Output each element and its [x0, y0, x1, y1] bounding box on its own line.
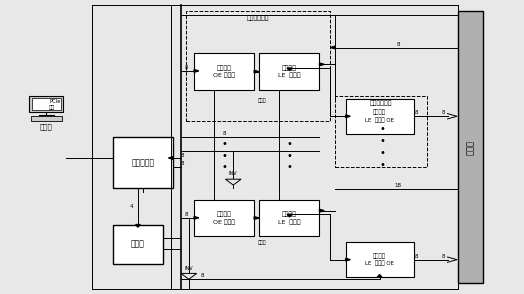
Text: 控制線: 控制線	[258, 240, 266, 245]
Text: 上位机: 上位机	[40, 123, 53, 130]
Text: PCIe
接口: PCIe 接口	[49, 99, 61, 110]
Bar	[32, 98, 61, 110]
Bar	[346, 242, 413, 277]
Text: 第一总线
OE 收发器: 第一总线 OE 收发器	[213, 65, 235, 78]
Polygon shape	[194, 216, 199, 219]
Text: 8: 8	[415, 110, 419, 115]
Text: 18: 18	[395, 183, 401, 188]
Polygon shape	[287, 68, 292, 71]
Bar	[186, 11, 330, 121]
Polygon shape	[377, 275, 382, 277]
Bar	[335, 96, 427, 168]
Polygon shape	[320, 63, 324, 66]
Text: •: •	[379, 160, 385, 170]
Text: •: •	[287, 163, 292, 173]
Text: •: •	[287, 151, 292, 161]
Text: 8: 8	[442, 254, 445, 259]
Polygon shape	[346, 115, 351, 118]
Polygon shape	[168, 157, 173, 159]
Text: 第八总线
OE 收发器: 第八总线 OE 收发器	[213, 211, 235, 225]
Text: 8: 8	[181, 153, 184, 158]
Bar	[259, 54, 320, 90]
Text: 8: 8	[184, 65, 188, 70]
Bar	[29, 96, 63, 112]
Text: 8: 8	[181, 161, 184, 166]
Text: •: •	[379, 124, 385, 134]
Bar	[113, 225, 163, 264]
Polygon shape	[254, 70, 259, 73]
Polygon shape	[136, 225, 140, 227]
Bar	[346, 99, 413, 134]
Polygon shape	[194, 70, 199, 72]
Text: 8: 8	[184, 212, 188, 217]
Text: 8: 8	[442, 110, 445, 115]
Text: •: •	[379, 136, 385, 146]
Text: •: •	[221, 139, 227, 149]
Text: 下行锁存器组: 下行锁存器组	[369, 100, 392, 106]
Text: •: •	[221, 163, 227, 173]
Text: •: •	[379, 148, 385, 158]
Polygon shape	[287, 214, 292, 217]
Text: INV: INV	[184, 266, 193, 271]
Bar	[458, 11, 483, 283]
Bar	[31, 116, 62, 121]
Text: INV: INV	[229, 171, 237, 176]
Text: 8: 8	[415, 254, 419, 259]
Bar	[113, 137, 173, 188]
Text: •: •	[287, 139, 292, 149]
Text: 第八下行
LE  锁存器 OE: 第八下行 LE 锁存器 OE	[365, 253, 394, 266]
Text: 8: 8	[222, 131, 226, 136]
Text: 8: 8	[396, 41, 400, 46]
Text: 4: 4	[130, 204, 134, 209]
Bar	[194, 200, 254, 236]
Text: 第一上行
LE  锁存器: 第一上行 LE 锁存器	[278, 65, 301, 78]
Text: 下位机: 下位机	[466, 139, 475, 155]
Polygon shape	[254, 217, 259, 219]
Text: •: •	[221, 151, 227, 161]
Text: 8: 8	[200, 273, 204, 278]
Text: 总线收发器组: 总线收发器组	[247, 15, 269, 21]
Text: 第八上行
LE  锁存器: 第八上行 LE 锁存器	[278, 211, 301, 225]
Polygon shape	[331, 46, 335, 49]
Text: 译码器: 译码器	[131, 240, 145, 249]
Polygon shape	[320, 209, 324, 212]
Text: 数据采集卡: 数据采集卡	[132, 158, 155, 167]
Text: 第一下行
LE  锁存器 OE: 第一下行 LE 锁存器 OE	[365, 110, 394, 123]
Text: 控制線: 控制線	[258, 98, 266, 103]
Bar	[259, 200, 320, 236]
Bar	[194, 54, 254, 90]
Polygon shape	[346, 258, 351, 261]
